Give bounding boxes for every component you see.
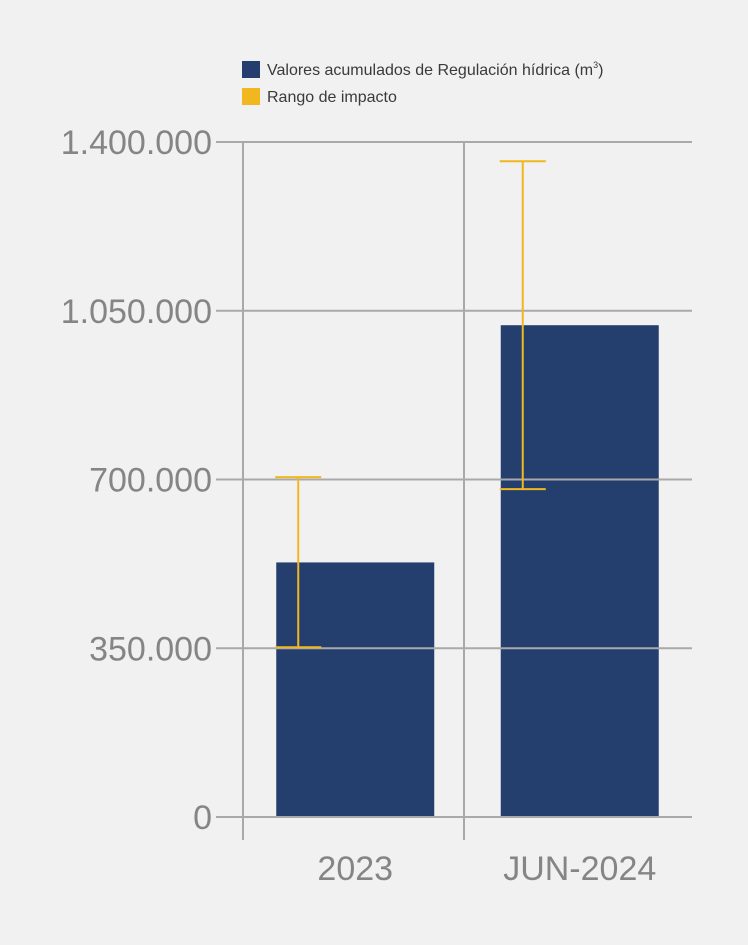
legend-swatch-bar: [242, 61, 260, 78]
x-tick-label: 2023: [317, 850, 393, 888]
legend-label-bar: Valores acumulados de Regulación hídrica…: [267, 60, 603, 79]
bars: [276, 325, 659, 817]
bar: [276, 562, 435, 817]
grid: [242, 142, 465, 840]
bar: [500, 325, 659, 817]
x-axis-ticks: 2023 JUN-2024: [317, 850, 656, 888]
error-bars: [275, 160, 546, 649]
y-tick-label: 1.050.000: [61, 293, 212, 331]
legend: Valores acumulados de Regulación hídrica…: [242, 60, 603, 106]
legend-label-range: Rango de impacto: [267, 89, 397, 106]
y-tick-label: 350.000: [89, 630, 212, 668]
x-tick-label: JUN-2024: [503, 850, 656, 888]
y-tick-label: 700.000: [89, 462, 212, 500]
y-tick-label: 0: [193, 799, 212, 837]
y-axis-ticks: 0 350.000 700.000 1.050.000 1.400.000: [61, 124, 212, 837]
legend-swatch-range: [242, 88, 260, 105]
y-tick-label: 1.400.000: [61, 124, 212, 162]
